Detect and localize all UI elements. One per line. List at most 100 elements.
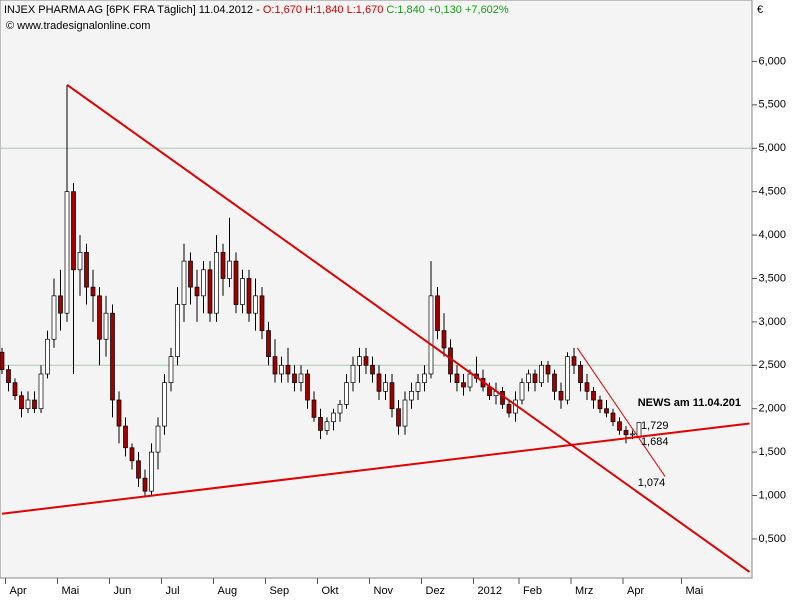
candle-body — [389, 382, 395, 410]
y-tick-label: 3,000 — [758, 316, 786, 328]
y-tick-label: 1,500 — [758, 446, 786, 458]
candle-body — [571, 356, 577, 366]
x-tick-label: Nov — [374, 585, 394, 597]
currency: € — [757, 4, 763, 16]
candle-body — [532, 373, 538, 384]
candle-body — [584, 382, 590, 392]
candle-body — [324, 421, 330, 431]
candle-body — [136, 460, 141, 479]
y-tick-label: 5,500 — [758, 99, 786, 111]
candle-body — [84, 252, 89, 288]
candle-body — [45, 338, 50, 375]
y-tick-label: 4,000 — [758, 229, 786, 241]
x-tick-label: Aug — [218, 585, 238, 597]
x-tick-label: Mrz — [575, 585, 593, 597]
candle-body — [578, 364, 583, 384]
candle-body — [370, 364, 375, 375]
chart-title: INJEX PHARMA AG [6PK FRA Täglich] 11.04.… — [4, 4, 509, 16]
trend-line — [576, 347, 666, 477]
trend-line — [66, 84, 751, 573]
candle-body — [285, 364, 291, 375]
x-tick-label: Jun — [114, 585, 132, 597]
candle-body — [240, 278, 245, 305]
candle-body — [214, 252, 219, 314]
candle-body — [428, 295, 434, 375]
candle-body — [51, 295, 57, 340]
candle-body — [376, 373, 382, 392]
plot-area — [0, 0, 753, 579]
y-tick-label: 4,500 — [758, 186, 786, 198]
candle-body — [110, 312, 115, 401]
candle-body — [149, 451, 154, 492]
candle-body — [12, 382, 18, 397]
annotation: 1,684 — [641, 436, 669, 448]
y-tick-label: 1,000 — [758, 489, 786, 501]
candle-body — [337, 404, 343, 414]
title-part: O:1,670 H:1,840 L:1,670 — [263, 4, 387, 16]
candle-body — [220, 252, 226, 279]
candle-body — [77, 252, 83, 271]
annotation: 1,729 — [641, 420, 669, 432]
x-tick-label: Mai — [62, 585, 80, 597]
candle-body — [298, 373, 304, 384]
candle-body — [526, 373, 531, 384]
candle-body — [357, 356, 362, 366]
subtitle: © www.tradesignalonline.com — [6, 20, 150, 32]
candle-body — [545, 364, 551, 375]
candle-body — [32, 399, 37, 410]
candle-body — [246, 278, 252, 314]
y-tick-label: 3,500 — [758, 272, 786, 284]
candle-body — [506, 404, 512, 414]
trend-line — [1, 422, 750, 515]
candle-body — [519, 382, 525, 401]
candle-body — [565, 356, 570, 401]
candle-body — [363, 356, 369, 366]
candle-body — [331, 412, 336, 423]
candle-body — [71, 191, 76, 271]
y-tick-label: 6,000 — [758, 55, 786, 67]
candle-body — [259, 295, 265, 331]
candle-body — [266, 330, 271, 357]
title-part: INJEX PHARMA AG [6PK FRA Täglich] 11.04.… — [4, 4, 263, 16]
candle-body — [58, 295, 63, 314]
x-tick-label: 2012 — [478, 585, 502, 597]
candle-body — [435, 295, 440, 331]
candle-body — [383, 382, 388, 392]
candle-body — [441, 330, 447, 349]
candle-body — [558, 390, 564, 401]
x-tick-label: Sep — [270, 585, 290, 597]
candle-body — [292, 373, 297, 384]
candle-body — [623, 430, 629, 436]
candle-body — [207, 269, 213, 314]
candle-body — [552, 373, 557, 392]
candle-body — [350, 364, 356, 384]
candle-body — [597, 399, 603, 410]
y-tick-label: 0,500 — [758, 533, 786, 545]
x-tick-label: Apr — [10, 585, 27, 597]
candle-body — [116, 399, 122, 427]
candle-body — [279, 364, 284, 375]
candle-body — [97, 295, 102, 340]
candle-body — [604, 408, 609, 414]
candle-body — [402, 399, 408, 427]
y-tick-label: 2,000 — [758, 403, 786, 415]
candle-body — [227, 260, 232, 279]
x-tick-label: Feb — [523, 585, 542, 597]
candle-body — [467, 373, 473, 388]
candle-body — [539, 364, 544, 384]
candle-body — [90, 286, 96, 297]
candle-body — [103, 312, 109, 340]
candle-body — [142, 477, 148, 492]
candle-body — [162, 382, 167, 427]
x-tick-label: Dez — [426, 585, 446, 597]
x-tick-label: Okt — [322, 585, 339, 597]
candle-body — [188, 260, 193, 288]
candle-body — [175, 304, 180, 357]
candle-body — [123, 425, 128, 449]
y-tick-label: 5,000 — [758, 142, 786, 154]
candle-body — [448, 347, 453, 375]
candle-body — [38, 373, 44, 410]
candle-body — [305, 373, 310, 401]
candle-body — [0, 351, 5, 370]
